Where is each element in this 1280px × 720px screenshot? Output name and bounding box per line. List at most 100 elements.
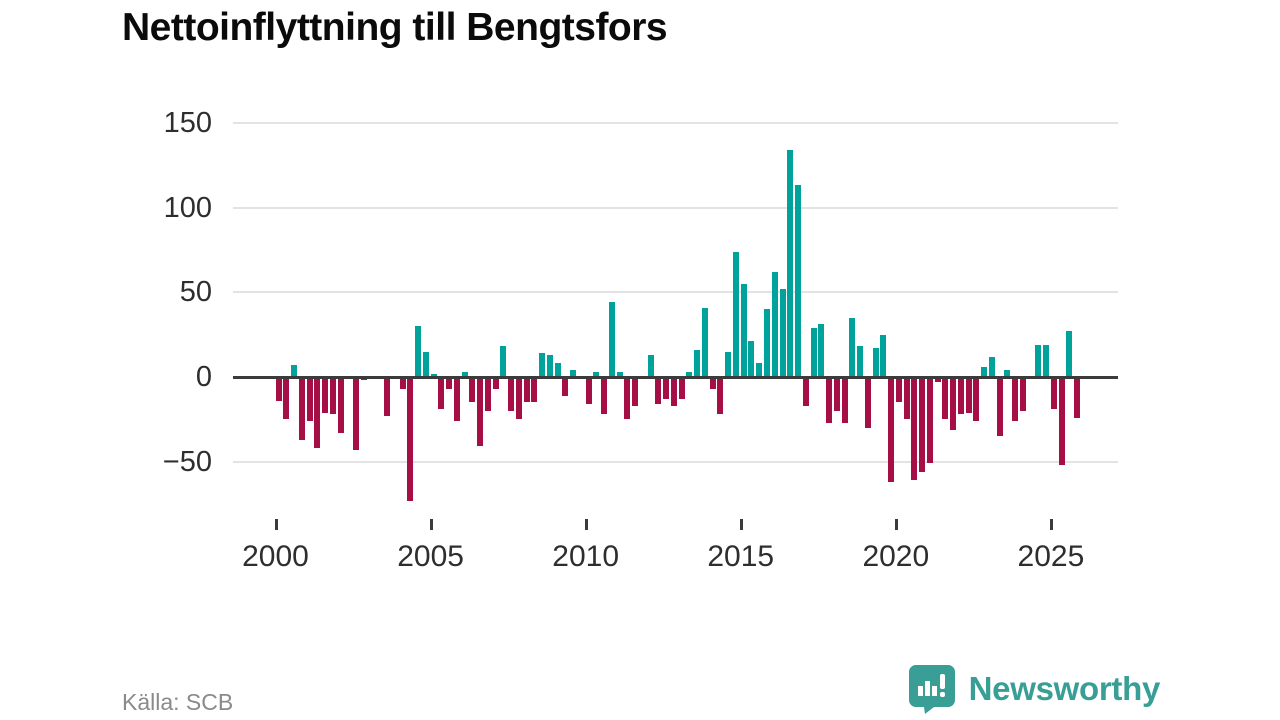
x-axis-tick-mark <box>429 519 433 530</box>
bar-2010Q3 <box>601 377 608 415</box>
bar-2010Q2 <box>593 371 600 377</box>
x-axis-tick-label: 2010 <box>552 540 620 573</box>
bar-2009Q1 <box>554 363 561 377</box>
newsworthy-wordmark: Newsworthy <box>968 670 1161 707</box>
bar-2014Q4 <box>732 251 739 377</box>
bar-2020Q2 <box>903 377 910 420</box>
bar-2021Q3 <box>942 377 949 420</box>
x-axis-tick-mark <box>739 519 743 530</box>
bar-2009Q2 <box>562 377 569 396</box>
x-axis-tick-mark <box>274 519 278 530</box>
y-axis-tick-label: 50 <box>179 276 212 309</box>
x-axis-tick-mark <box>584 519 588 530</box>
bar-2002Q4 <box>360 377 367 381</box>
bar-2014Q2 <box>717 377 724 415</box>
bar-2017Q3 <box>818 324 825 377</box>
bar-2022Q2 <box>965 377 972 413</box>
bar-2013Q3 <box>694 349 701 377</box>
bar-2001Q1 <box>306 377 313 422</box>
bar-2005Q3 <box>446 377 453 389</box>
bar-2021Q1 <box>926 377 933 464</box>
y-axis-tick-label: −50 <box>162 445 212 478</box>
bar-2002Q1 <box>337 377 344 433</box>
bar-2020Q1 <box>895 377 902 403</box>
bar-2022Q4 <box>981 366 988 377</box>
bar-2023Q1 <box>988 356 995 377</box>
bar-2006Q2 <box>469 377 476 403</box>
y-axis-tick-label: 150 <box>163 106 212 139</box>
bar-2016Q1 <box>771 271 778 377</box>
bar-2013Q2 <box>686 371 693 377</box>
bar-2022Q3 <box>973 377 980 422</box>
x-axis-tick-label: 2015 <box>707 540 775 573</box>
bar-2024Q1 <box>1019 377 1026 411</box>
bar-2005Q2 <box>438 377 445 410</box>
bar-2008Q4 <box>546 354 553 377</box>
bar-2019Q3 <box>880 334 887 377</box>
bar-2008Q1 <box>523 377 530 403</box>
newsworthy-logo: Newsworthy <box>908 664 1160 714</box>
bar-2008Q2 <box>531 377 538 403</box>
y-axis-tick-label: 100 <box>163 191 212 224</box>
bar-2006Q4 <box>484 377 491 411</box>
bar-2016Q2 <box>779 288 786 377</box>
x-axis-tick-label: 2005 <box>397 540 464 573</box>
bar-2015Q2 <box>748 341 755 377</box>
bar-2015Q1 <box>740 283 747 377</box>
gridline--50 <box>233 460 1118 463</box>
bar-2017Q2 <box>810 327 817 377</box>
bar-2004Q4 <box>422 351 429 377</box>
bar-2020Q3 <box>911 377 918 481</box>
bar-2019Q2 <box>872 348 879 377</box>
bar-2006Q1 <box>461 371 468 377</box>
bar-2014Q1 <box>709 377 716 389</box>
bar-2011Q2 <box>624 377 631 420</box>
bar-2012Q1 <box>647 354 654 377</box>
bar-2004Q1 <box>399 377 406 389</box>
bar-2010Q1 <box>585 377 592 405</box>
bar-2008Q3 <box>539 353 546 377</box>
bar-2018Q4 <box>857 346 864 377</box>
bar-2017Q4 <box>826 377 833 423</box>
bar-2012Q4 <box>670 377 677 406</box>
bar-2025Q4 <box>1074 377 1081 418</box>
bar-2000Q4 <box>298 377 305 440</box>
bar-2023Q2 <box>996 377 1003 437</box>
bar-2017Q1 <box>802 377 809 406</box>
bar-2019Q4 <box>888 377 895 483</box>
bar-2001Q2 <box>314 377 321 449</box>
bar-2001Q4 <box>329 377 336 415</box>
bar-2006Q3 <box>477 377 484 447</box>
bar-2018Q1 <box>833 377 840 411</box>
bar-2016Q3 <box>787 149 794 377</box>
bar-2022Q1 <box>957 377 964 415</box>
gridline-150 <box>233 121 1118 124</box>
y-axis-tick-label: 0 <box>195 361 212 393</box>
bar-2005Q4 <box>453 377 460 422</box>
bar-2009Q3 <box>570 370 577 377</box>
bar-2011Q3 <box>632 377 639 406</box>
source-credit: Källa: SCB <box>122 689 234 715</box>
bar-2007Q3 <box>508 377 515 411</box>
bar-2003Q3 <box>384 377 391 416</box>
gridline-100 <box>233 206 1118 209</box>
bar-2004Q3 <box>415 326 422 377</box>
bar-2018Q2 <box>841 377 848 423</box>
bar-2010Q4 <box>608 302 615 377</box>
x-axis-tick-label: 2025 <box>1017 540 1085 573</box>
bar-2007Q1 <box>492 377 499 389</box>
bar-2024Q3 <box>1035 344 1042 377</box>
bar-2023Q3 <box>1004 370 1011 377</box>
bar-2011Q1 <box>616 371 623 377</box>
bar-2000Q3 <box>291 365 297 377</box>
x-axis-tick-mark <box>1049 519 1053 530</box>
bar-2021Q2 <box>934 377 941 383</box>
bar-2020Q4 <box>919 377 926 472</box>
gridline-50 <box>233 291 1118 294</box>
bar-2019Q1 <box>864 377 871 428</box>
bar-2013Q4 <box>701 307 708 377</box>
bar-2021Q4 <box>950 377 957 430</box>
bar-2025Q3 <box>1066 331 1073 377</box>
bar-2007Q4 <box>515 377 522 420</box>
